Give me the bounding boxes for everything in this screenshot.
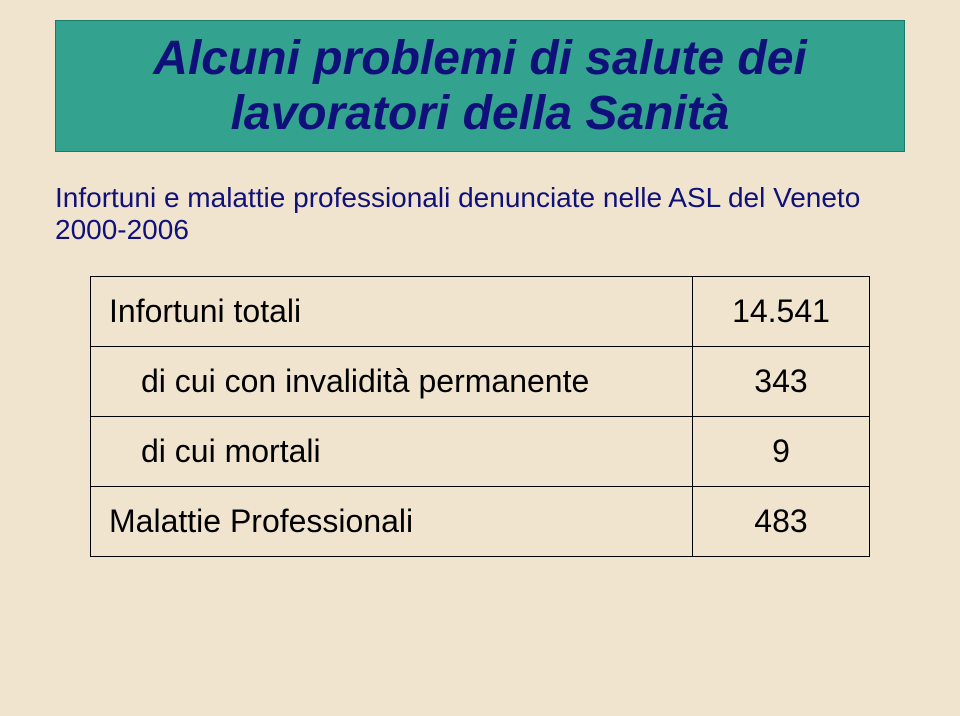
table-row: di cui mortali 9 [91, 417, 870, 487]
row-value: 343 [693, 347, 870, 417]
row-label: di cui con invalidità permanente [91, 347, 693, 417]
row-label: di cui mortali [91, 417, 693, 487]
table-row: Infortuni totali 14.541 [91, 277, 870, 347]
row-label: Infortuni totali [91, 277, 693, 347]
title-line1: Alcuni problemi di salute dei [153, 32, 806, 85]
table-row: di cui con invalidità permanente 343 [91, 347, 870, 417]
table-row: Malattie Professionali 483 [91, 487, 870, 557]
row-value: 9 [693, 417, 870, 487]
table-body: Infortuni totali 14.541 di cui con inval… [91, 277, 870, 557]
subtitle: Infortuni e malattie professionali denun… [55, 182, 905, 246]
row-value: 14.541 [693, 277, 870, 347]
title-text: Alcuni problemi di salute dei lavoratori… [76, 31, 884, 141]
title-line2: lavoratori della Sanità [231, 87, 730, 140]
title-box: Alcuni problemi di salute dei lavoratori… [55, 20, 905, 152]
row-label: Malattie Professionali [91, 487, 693, 557]
row-value: 483 [693, 487, 870, 557]
data-table: Infortuni totali 14.541 di cui con inval… [90, 276, 870, 557]
